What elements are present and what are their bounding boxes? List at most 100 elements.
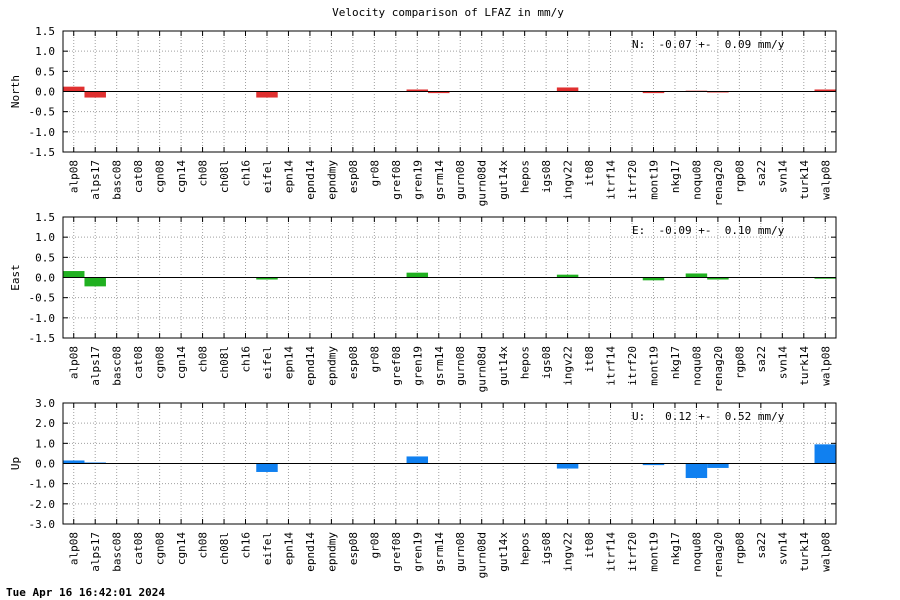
x-tick-label: gsrm14 — [433, 160, 446, 200]
y-tick-label: 0.0 — [35, 272, 55, 285]
bar-ingv22 — [556, 463, 579, 469]
x-tick-label: igs08 — [540, 532, 553, 565]
x-tick-label: basc08 — [111, 346, 124, 386]
bar-alps17 — [84, 462, 106, 464]
x-tick-label: turk14 — [798, 532, 811, 572]
bar-gren19 — [406, 456, 429, 464]
x-tick-label: cgn14 — [175, 532, 188, 565]
x-tick-label: it08 — [583, 532, 596, 559]
bar-renag20 — [707, 463, 729, 468]
x-tick-label: eifel — [261, 346, 274, 379]
x-tick-label: epndmy — [325, 346, 338, 386]
x-tick-label: gurn08 — [454, 346, 467, 386]
x-tick-label: mont19 — [647, 532, 660, 572]
x-tick-label: gurn08 — [454, 160, 467, 200]
bar-walp08 — [814, 89, 836, 92]
x-tick-label: gref08 — [390, 346, 403, 386]
x-tick-label: ch08 — [197, 346, 210, 373]
x-tick-label: igs08 — [540, 346, 553, 379]
y-tick-label: 3.0 — [35, 397, 55, 410]
bar-renag20 — [707, 277, 729, 280]
x-tick-label: gurn08d — [476, 532, 489, 578]
y-tick-label: 1.0 — [35, 231, 55, 244]
x-tick-label: nkg17 — [669, 160, 682, 193]
x-tick-label: gren19 — [411, 160, 424, 200]
plot-frame — [62, 402, 837, 525]
x-tick-label: rgp08 — [733, 346, 746, 379]
bar-alp08 — [63, 460, 85, 464]
bar-walp08 — [814, 444, 836, 464]
bar-alps17 — [84, 91, 106, 98]
panel-east: 1.5 1.0 0.5 0.0 -0.5 -1.0 -1.5 alp08 alps17 basc0… — [9, 211, 837, 392]
x-tick-label: gurn08d — [476, 346, 489, 392]
bar-alp08 — [63, 271, 85, 278]
x-tick-label: epnd14 — [304, 532, 317, 572]
x-tick-label: gurn08 — [454, 532, 467, 572]
x-tick-label: alps17 — [89, 532, 102, 572]
x-tick-label: epn14 — [282, 160, 295, 193]
velocity-summary: U: 0.12 +- 0.52 mm/y — [632, 410, 785, 423]
x-tick-label: gut14x — [497, 346, 510, 386]
x-tick-label: epnd14 — [304, 346, 317, 386]
y-tick-label: -0.5 — [29, 106, 56, 119]
x-tick-label: ch08l — [218, 532, 231, 565]
x-tick-label: ingv22 — [562, 346, 575, 386]
x-tick-label: gurn08d — [476, 160, 489, 206]
bar-ingv22 — [556, 274, 579, 278]
x-tick-label: eifel — [261, 160, 274, 193]
y-tick-label: -1.0 — [29, 126, 56, 139]
x-tick-label: svn14 — [776, 160, 789, 193]
x-tick-label: gren19 — [411, 346, 424, 386]
x-tick-label: ingv22 — [562, 532, 575, 572]
x-tick-label: cgn14 — [175, 160, 188, 193]
x-tick-label: mont19 — [647, 346, 660, 386]
x-tick-label: ch08 — [197, 532, 210, 559]
x-tick-label: epndmy — [325, 532, 338, 572]
x-tick-label: epnd14 — [304, 160, 317, 200]
bar-gren19 — [406, 89, 429, 92]
bar-mont19 — [642, 463, 665, 466]
bar-noqu08 — [685, 463, 708, 479]
x-tick-label: ch16 — [240, 346, 253, 373]
x-tick-label: basc08 — [111, 532, 124, 572]
x-tick-label: noqu08 — [690, 346, 703, 386]
x-tick-label: esp08 — [347, 346, 360, 379]
bar-alps17 — [84, 277, 106, 287]
x-tick-label: ch16 — [240, 532, 253, 559]
y-tick-label: 1.5 — [35, 211, 55, 224]
x-tick-label: epn14 — [282, 346, 295, 379]
x-tick-label: gr08 — [368, 160, 381, 187]
x-tick-label: cat08 — [132, 532, 145, 565]
x-tick-label: gsrm14 — [433, 346, 446, 386]
y-tick-label: 2.0 — [35, 417, 55, 430]
bar-gren19 — [406, 272, 429, 278]
bar-mont19 — [642, 91, 665, 94]
x-tick-label: rgp08 — [733, 532, 746, 565]
plot-frame — [62, 216, 837, 339]
x-tick-label: nkg17 — [669, 346, 682, 379]
x-tick-label: mont19 — [647, 160, 660, 200]
y-tick-label: -0.5 — [29, 292, 56, 305]
y-tick-label: -3.0 — [29, 518, 56, 531]
x-tick-label: itrf20 — [626, 532, 639, 572]
x-tick-label: gr08 — [368, 346, 381, 373]
x-tick-label: ingv22 — [562, 160, 575, 200]
velocity-summary: E: -0.09 +- 0.10 mm/y — [632, 224, 785, 237]
x-tick-label: gref08 — [390, 532, 403, 572]
x-tick-label: cgn14 — [175, 346, 188, 379]
y-tick-label: 1.0 — [35, 45, 55, 58]
x-tick-label: hepos — [519, 532, 532, 565]
x-tick-label: sa22 — [755, 160, 768, 187]
y-axis-label: North — [9, 75, 22, 108]
x-tick-label: walp08 — [819, 532, 832, 572]
y-tick-label: -1.5 — [29, 146, 56, 159]
x-tick-label: alp08 — [68, 346, 81, 379]
x-tick-label: rgp08 — [733, 160, 746, 193]
bar-eifel — [256, 277, 278, 280]
x-tick-label: cgn08 — [154, 160, 167, 193]
x-tick-label: nkg17 — [669, 532, 682, 565]
chart-title: Velocity comparison of LFAZ in mm/y — [332, 6, 564, 19]
x-tick-label: basc08 — [111, 160, 124, 200]
x-tick-label: alp08 — [68, 532, 81, 565]
